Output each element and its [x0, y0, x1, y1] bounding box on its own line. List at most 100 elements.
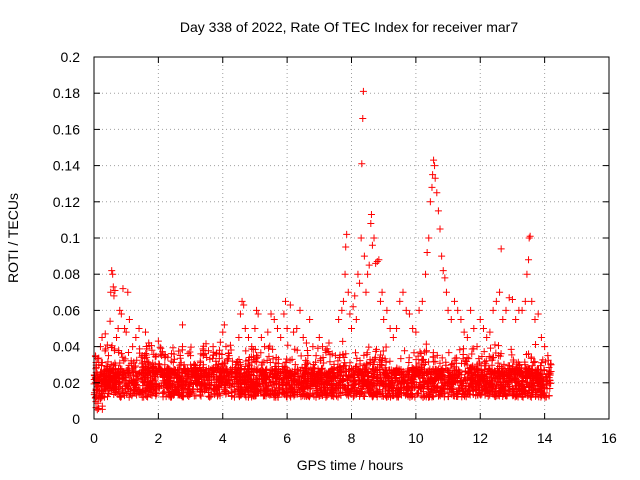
- data-point-bulk: [354, 366, 362, 374]
- data-point-bulk: [490, 374, 498, 382]
- data-point-bulk: [436, 359, 444, 367]
- data-point: [335, 315, 343, 323]
- data-point-bulk: [377, 371, 385, 379]
- data-point-bulk: [491, 341, 499, 349]
- data-point-bulk: [442, 358, 450, 366]
- data-point-bulk: [429, 387, 437, 395]
- data-point: [365, 261, 373, 269]
- data-point-bulk: [324, 369, 332, 377]
- data-point: [220, 321, 228, 329]
- data-point: [541, 343, 549, 351]
- data-point: [354, 270, 362, 278]
- data-point-bulk: [437, 368, 445, 376]
- data-point-bulk: [109, 373, 117, 381]
- data-point-bulk: [419, 370, 427, 378]
- data-point: [433, 189, 441, 197]
- data-point-bulk: [243, 372, 251, 380]
- data-point-bulk: [291, 376, 299, 384]
- data-point-bulk: [345, 392, 353, 400]
- data-point-bulk: [361, 376, 369, 384]
- data-point-bulk: [174, 382, 182, 390]
- data-point-bulk: [151, 379, 159, 387]
- data-point-bulk: [170, 389, 178, 397]
- data-point: [306, 315, 314, 323]
- data-point-bulk: [111, 384, 119, 392]
- data-point-bulk: [370, 366, 378, 374]
- data-point-bulk: [374, 370, 382, 378]
- data-point-bulk: [489, 381, 497, 389]
- y-tick-label: 0.18: [53, 85, 80, 101]
- data-point-bulk: [508, 364, 516, 372]
- data-point-bulk: [453, 354, 461, 362]
- data-point-bulk: [408, 390, 416, 398]
- data-point-bulk: [208, 370, 216, 378]
- data-point-bulk: [465, 368, 473, 376]
- data-point-bulk: [242, 393, 250, 401]
- data-point-bulk: [535, 393, 543, 401]
- data-point: [286, 301, 294, 309]
- data-point-bulk: [400, 389, 408, 397]
- data-point-bulk: [473, 380, 481, 388]
- data-point-bulk: [250, 372, 258, 380]
- data-point-bulk: [421, 359, 429, 367]
- data-point: [429, 171, 437, 179]
- data-point-bulk: [448, 379, 456, 387]
- data-point: [111, 286, 119, 294]
- data-point: [367, 220, 375, 228]
- data-point: [356, 279, 364, 287]
- data-point: [518, 306, 526, 314]
- data-point-bulk: [446, 374, 454, 382]
- data-point-bulk: [346, 374, 354, 382]
- data-point: [135, 325, 143, 332]
- data-point-bulk: [199, 345, 207, 353]
- y-tick-label: 0.16: [53, 121, 80, 137]
- data-point-bulk: [444, 393, 452, 401]
- data-point: [296, 306, 304, 314]
- data-point: [359, 87, 367, 95]
- data-point-bulk: [524, 379, 532, 387]
- data-point-bulk: [479, 370, 487, 378]
- data-point-bulk: [301, 385, 309, 393]
- data-point-bulk: [175, 387, 183, 395]
- data-point-bulk: [334, 393, 342, 401]
- data-point-bulk: [219, 361, 227, 369]
- data-point-bulk: [419, 393, 427, 401]
- data-point-bulk: [323, 345, 331, 353]
- data-point-bulk: [119, 369, 127, 377]
- data-point: [402, 306, 410, 314]
- data-point: [113, 334, 121, 342]
- data-point: [170, 355, 178, 363]
- data-point-bulk: [184, 350, 192, 358]
- data-point-bulk: [479, 380, 487, 388]
- data-point-bulk: [203, 368, 211, 376]
- data-point-bulk: [472, 385, 480, 393]
- data-point-bulk: [358, 371, 366, 379]
- data-point-bulk: [97, 382, 105, 390]
- data-point-bulk: [112, 388, 120, 396]
- x-tick-label: 6: [283, 430, 291, 446]
- data-point-bulk: [528, 362, 536, 370]
- data-point-bulk: [339, 377, 347, 385]
- data-point-bulk: [120, 389, 128, 397]
- data-point-bulk: [489, 354, 497, 362]
- y-tick-label: 0.12: [53, 194, 80, 210]
- data-point: [119, 285, 127, 293]
- data-point-bulk: [245, 361, 253, 369]
- data-point-bulk: [544, 356, 552, 364]
- data-point-bulk: [450, 385, 458, 393]
- data-point: [525, 234, 533, 242]
- data-point: [352, 315, 360, 323]
- data-point: [264, 328, 272, 336]
- data-point: [360, 252, 368, 260]
- data-point-bulk: [202, 340, 210, 348]
- data-point-bulk: [228, 364, 236, 372]
- data-point: [434, 207, 442, 215]
- data-point-bulk: [414, 368, 422, 376]
- data-point: [358, 160, 366, 168]
- data-point-bulk: [446, 383, 454, 391]
- data-point-bulk: [164, 376, 172, 384]
- data-point: [338, 306, 346, 314]
- data-point-bulk: [323, 389, 331, 397]
- data-point-bulk: [487, 370, 495, 378]
- data-point-bulk: [337, 391, 345, 399]
